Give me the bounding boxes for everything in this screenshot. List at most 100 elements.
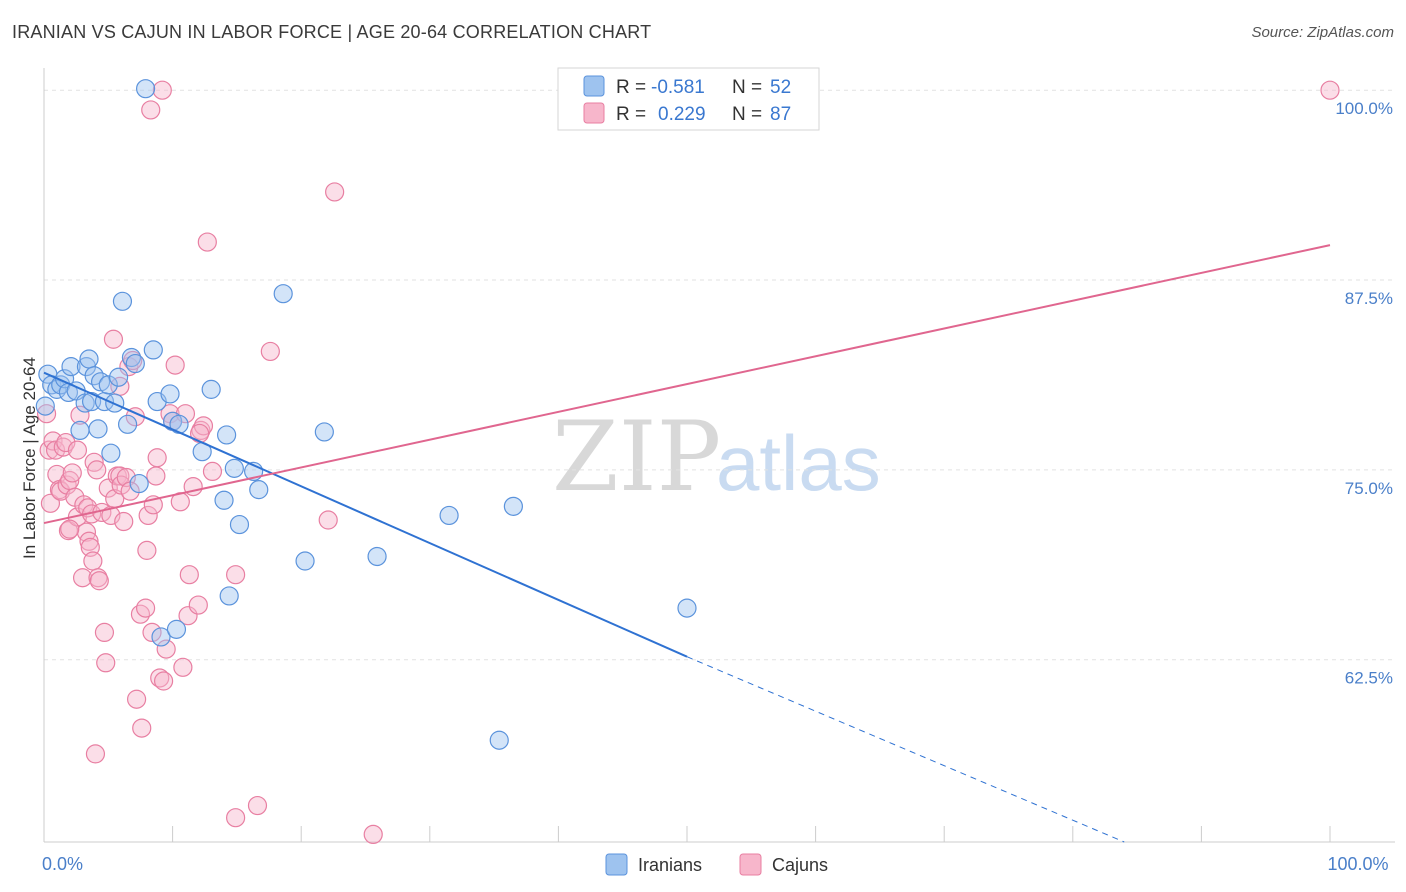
- cajuns-r-value: 0.229: [658, 104, 706, 125]
- watermark: ZIP atlas: [552, 401, 881, 513]
- cajuns-point: [197, 232, 217, 252]
- x-tick-label: 0.0%: [42, 854, 83, 874]
- cajuns-point: [153, 671, 174, 691]
- cajuns-point: [146, 466, 166, 486]
- iranians-point: [295, 551, 315, 571]
- cajuns-point: [173, 657, 193, 677]
- y-tick-label: 100.0%: [1335, 99, 1393, 118]
- cajuns-point: [260, 341, 280, 362]
- cajuns-point: [85, 744, 106, 764]
- iranians-trend-extension: [686, 656, 1125, 843]
- cajuns-point: [84, 452, 104, 472]
- cajuns-point: [45, 440, 66, 460]
- iranians-point: [90, 372, 111, 392]
- y-tick-label: 62.5%: [1345, 669, 1393, 688]
- cajuns-point: [226, 565, 246, 585]
- cajuns-point: [152, 80, 172, 100]
- cajuns-point: [62, 463, 82, 483]
- cajuns-point: [87, 460, 107, 480]
- iranians-swatch: [583, 75, 605, 97]
- series-legend: Iranians Cajuns: [605, 853, 828, 876]
- iranians-point: [135, 79, 156, 99]
- cajuns-point: [147, 448, 167, 468]
- iranians-point: [112, 291, 133, 311]
- iranians-point: [125, 353, 145, 374]
- cajuns-point: [103, 329, 124, 349]
- cajuns-point: [36, 404, 57, 424]
- iranians-point: [143, 340, 163, 360]
- source-credit: Source: ZipAtlas.com: [1251, 24, 1394, 41]
- iranians-n-label: N =: [732, 77, 762, 98]
- iranians-point: [367, 546, 387, 567]
- cajuns-point: [126, 689, 147, 709]
- cajuns-point: [94, 622, 115, 643]
- iranians-point: [439, 505, 459, 526]
- cajuns-point: [114, 511, 134, 532]
- iranians-point: [503, 496, 523, 516]
- cajuns-point: [202, 461, 223, 482]
- watermark-atlas: atlas: [716, 419, 881, 507]
- iranians-point: [101, 443, 121, 463]
- cajuns-point: [137, 540, 157, 560]
- iranians-point: [79, 349, 99, 369]
- legend-iranians-label: Iranians: [638, 855, 702, 875]
- iranians-point: [314, 422, 334, 442]
- cajuns-point: [135, 598, 156, 618]
- legend-cajuns-label: Cajuns: [772, 855, 828, 875]
- iranians-point: [201, 379, 221, 399]
- iranians-point: [249, 480, 269, 500]
- cajuns-point: [138, 505, 158, 526]
- tick-labels: 100.0% 87.5% 75.0% 62.5% 0.0% 100.0%: [42, 99, 1393, 874]
- cajuns-point: [325, 182, 345, 202]
- cajuns-point: [130, 604, 151, 624]
- cajuns-point: [1320, 80, 1340, 100]
- iranians-point: [108, 367, 129, 387]
- cajuns-point: [318, 510, 338, 530]
- iranians-r-label: R =: [616, 77, 646, 98]
- axes: [43, 68, 1395, 843]
- iranians-point: [160, 384, 180, 404]
- cajuns-point: [226, 808, 246, 828]
- cajuns-point: [56, 432, 76, 453]
- iranians-point: [677, 598, 697, 618]
- iranians-point: [224, 458, 244, 478]
- cajuns-point: [363, 824, 383, 845]
- cajuns-point: [165, 355, 185, 375]
- iranians-point: [489, 730, 509, 750]
- iranians-point: [129, 473, 149, 494]
- cajuns-point: [79, 531, 99, 551]
- stats-legend: R = -0.581 N = 52 R = 0.229 N = 87: [557, 67, 820, 131]
- cajuns-point: [247, 795, 268, 816]
- cajuns-point: [190, 423, 210, 444]
- cajuns-point: [188, 595, 208, 615]
- iranians-point: [219, 586, 239, 606]
- iranians-point: [273, 284, 293, 304]
- watermark-zip: ZIP: [552, 401, 721, 513]
- iranians-point: [88, 419, 108, 439]
- chart-title: IRANIAN VS CAJUN IN LABOR FORCE | AGE 20…: [12, 22, 652, 42]
- cajuns-point: [179, 565, 199, 585]
- trend-lines: [43, 244, 1331, 843]
- iranians-point: [61, 357, 81, 377]
- iranians-r-value: -0.581: [651, 77, 705, 98]
- legend-cajuns-swatch: [739, 853, 762, 876]
- iranians-point: [217, 425, 237, 445]
- iranians-points: [35, 79, 697, 750]
- cajuns-point: [70, 405, 90, 425]
- cajuns-r-label: R =: [616, 104, 646, 125]
- cajuns-point: [67, 440, 88, 460]
- cajuns-point: [132, 718, 152, 738]
- x-tick-label: 100.0%: [1327, 854, 1388, 874]
- y-tick-label: 75.0%: [1345, 479, 1393, 498]
- cajuns-point: [156, 639, 176, 659]
- cajuns-point: [141, 100, 161, 120]
- cajuns-point: [60, 519, 80, 539]
- iranians-point: [70, 420, 90, 441]
- cajuns-n-value: 87: [770, 104, 791, 125]
- iranians-point: [166, 619, 187, 639]
- cajuns-point: [96, 653, 116, 673]
- y-axis-label: In Labor Force | Age 20-64: [20, 357, 39, 559]
- gridlines: [44, 89, 1395, 661]
- cajuns-point: [72, 568, 93, 588]
